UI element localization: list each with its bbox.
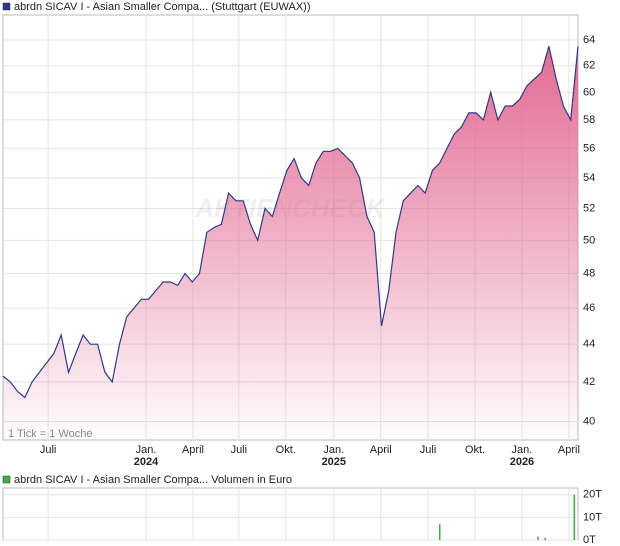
volume-bar — [438, 524, 441, 540]
x-year-label: 2024 — [134, 456, 159, 468]
y-tick-label: 42 — [583, 376, 595, 388]
y-tick-label: 20T — [583, 489, 602, 501]
x-tick-label: Juli — [420, 444, 437, 456]
x-tick-label: Jan. — [323, 444, 344, 456]
y-tick-label: 44 — [583, 338, 595, 350]
x-tick-label: April — [182, 444, 204, 456]
y-tick-label: 48 — [583, 267, 595, 279]
price-line — [2, 46, 579, 399]
y-tick-label: 62 — [583, 60, 595, 72]
x-tick-label: Jan. — [136, 444, 157, 456]
y-tick-label: 46 — [583, 302, 595, 314]
area-fill — [3, 46, 578, 441]
legend-swatch — [2, 475, 11, 484]
y-tick-label: 10T — [583, 511, 602, 523]
note: 1 Tick = 1 Woche — [8, 428, 92, 440]
x-tick-label: April — [370, 444, 392, 456]
x-tick-label: Juli — [40, 444, 57, 456]
y-tick-label: 0T — [583, 534, 596, 546]
volume-bar — [573, 494, 576, 540]
x-year-label: 2026 — [510, 456, 534, 468]
x-tick-label: Jan. — [512, 444, 533, 456]
y-tick-label: 56 — [583, 142, 595, 154]
chart-title: abrdn SICAV I - Asian Smaller Compa... (… — [14, 1, 310, 13]
y-tick-label: 52 — [583, 202, 595, 214]
x-tick-label: April — [558, 444, 580, 456]
plot-area — [2, 487, 579, 541]
y-tick-label: 64 — [583, 34, 595, 46]
y-tick-label: 58 — [583, 114, 595, 126]
y-tick-label: 54 — [583, 172, 595, 184]
x-year-label: 2025 — [322, 456, 346, 468]
x-tick-label: Okt. — [276, 444, 296, 456]
y-tick-label: 50 — [583, 234, 595, 246]
volume-bar — [544, 537, 547, 540]
legend-swatch — [2, 2, 11, 11]
chart-title: abrdn SICAV I - Asian Smaller Compa... V… — [14, 474, 292, 486]
x-tick-label: Juli — [231, 444, 248, 456]
x-tick-label: Okt. — [465, 444, 485, 456]
y-tick-label: 60 — [583, 86, 595, 98]
y-tick-label: 40 — [583, 415, 595, 427]
volume-bar — [537, 536, 539, 540]
